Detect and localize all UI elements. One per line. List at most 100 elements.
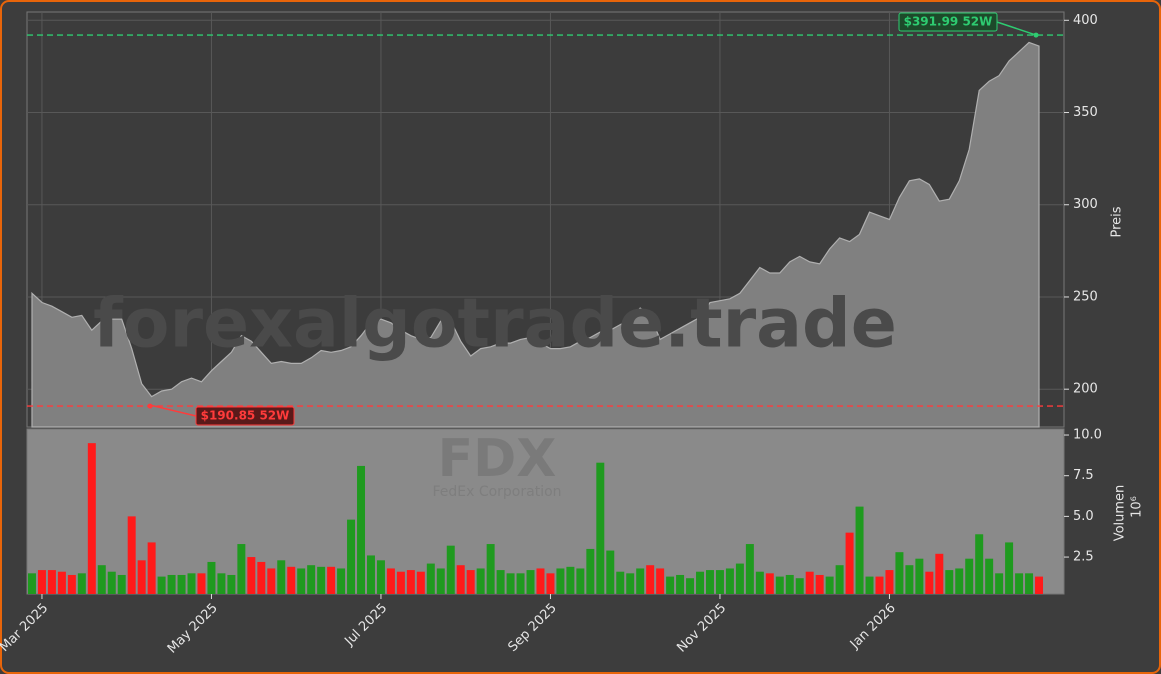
volume-bar — [1025, 573, 1034, 594]
volume-bar — [1005, 542, 1014, 594]
volume-bar — [676, 574, 685, 594]
volume-bar — [87, 443, 96, 594]
extreme-label: $391.99 52W — [904, 15, 993, 29]
volume-bar — [386, 568, 395, 594]
volume-bar — [656, 568, 665, 594]
volume-bar — [456, 565, 465, 594]
volume-bar — [187, 573, 196, 594]
volume-bar — [267, 568, 276, 594]
y-axis-label: Preis — [1110, 206, 1125, 237]
volume-bar — [67, 574, 76, 594]
volume-bar — [805, 571, 814, 594]
volume-bar — [357, 465, 366, 594]
volume-bar — [317, 566, 326, 594]
y-tick-label: 350 — [1073, 105, 1098, 120]
volume-bar — [307, 565, 316, 594]
volume-bar — [945, 570, 954, 594]
volume-bar — [686, 578, 695, 594]
volume-bar — [297, 568, 306, 594]
volume-bar — [147, 542, 156, 594]
volume-bar — [117, 574, 126, 594]
volume-bar — [885, 570, 894, 594]
volume-bar — [466, 570, 475, 594]
volume-bar — [855, 506, 864, 594]
volume-bar — [416, 571, 425, 594]
volume-bar — [327, 566, 336, 594]
volume-bar — [366, 555, 375, 594]
volume-bar — [735, 563, 744, 594]
volume-bar — [865, 576, 874, 594]
volume-bar — [626, 573, 635, 594]
volume-bar — [785, 574, 794, 594]
volume-bar — [715, 570, 724, 594]
volume-bar — [277, 560, 286, 594]
volume-bar — [57, 571, 66, 594]
volume-bar — [337, 568, 346, 594]
volume-bar — [347, 519, 356, 594]
volume-bar — [616, 571, 625, 594]
volume-bar — [177, 574, 186, 594]
volume-bar — [985, 558, 994, 594]
volume-bar — [207, 561, 216, 594]
volume-bar — [47, 570, 56, 594]
arrow-head — [1033, 32, 1039, 38]
volume-bar — [426, 563, 435, 594]
volume-bar — [506, 573, 515, 594]
volume-bar — [257, 561, 266, 594]
volume-bar — [835, 565, 844, 594]
volume-bar — [725, 568, 734, 594]
volume-bar — [137, 560, 146, 594]
volume-bar — [446, 545, 455, 594]
volume-bar — [576, 568, 585, 594]
volume-bar — [1015, 573, 1024, 594]
volume-bar — [227, 574, 236, 594]
volume-bar — [666, 576, 675, 594]
y-tick-label: 2.5 — [1073, 550, 1094, 565]
volume-bar — [705, 570, 714, 594]
volume-bar — [995, 573, 1004, 594]
volume-bar — [965, 558, 974, 594]
extreme-label: $190.85 52W — [201, 409, 290, 423]
volume-bar — [566, 566, 575, 594]
volume-bar — [646, 565, 655, 594]
volume-bar — [765, 573, 774, 594]
watermark: forexalgotrade.trade — [93, 285, 897, 364]
volume-bar — [396, 571, 405, 594]
volume-bar — [606, 550, 615, 594]
volume-offset-label: 10⁶ — [1130, 496, 1145, 518]
volume-bar — [596, 462, 605, 594]
extreme-arrow — [149, 404, 197, 417]
volume-bar — [237, 544, 246, 594]
y-tick-label: 300 — [1073, 197, 1098, 212]
y-tick-label: 5.0 — [1073, 509, 1094, 524]
volume-bar — [167, 574, 176, 594]
volume-bar — [845, 532, 854, 594]
volume-bar — [536, 568, 545, 594]
volume-bar — [556, 568, 565, 594]
volume-bar — [217, 573, 226, 594]
y-tick-label: 250 — [1073, 289, 1098, 304]
volume-bar — [875, 576, 884, 594]
symbol-watermark: FDX — [438, 429, 557, 489]
volume-bar — [955, 568, 964, 594]
volume-bar — [795, 578, 804, 594]
volume-bar — [975, 534, 984, 594]
volume-bar — [287, 566, 296, 594]
volume-bar — [107, 571, 116, 594]
volume-bar — [27, 573, 36, 594]
volume-bar — [905, 565, 914, 594]
volume-bar — [77, 573, 86, 594]
volume-bar — [476, 568, 485, 594]
volume-bar — [935, 553, 944, 594]
volume-bar — [895, 552, 904, 594]
volume-bar — [37, 570, 46, 594]
volume-bar — [925, 571, 934, 594]
price-area — [31, 41, 1040, 428]
y-tick-label: 10.0 — [1073, 428, 1102, 443]
y-tick-label: 200 — [1073, 382, 1098, 397]
volume-bar — [755, 571, 764, 594]
volume-bar — [636, 568, 645, 594]
extreme-label-box — [898, 12, 998, 32]
volume-panel — [26, 428, 1065, 595]
